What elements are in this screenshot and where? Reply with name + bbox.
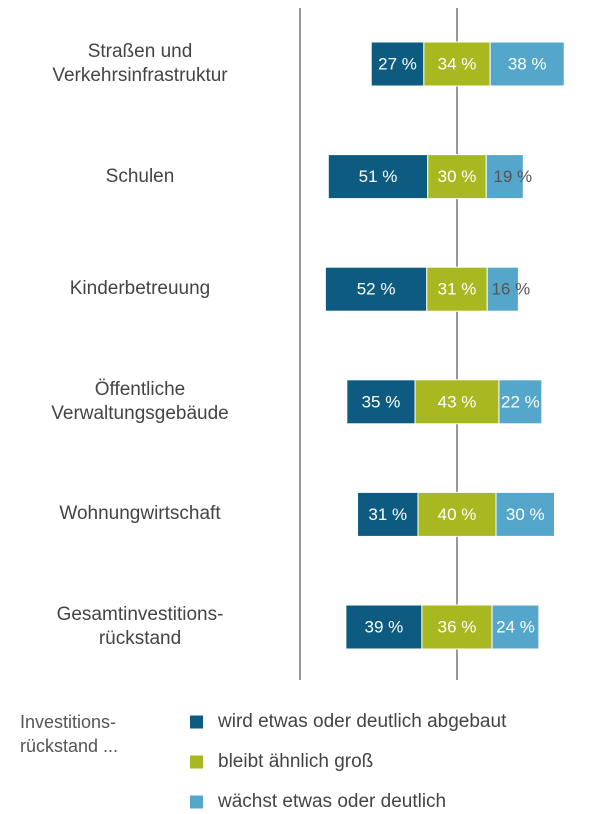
legend-swatch (190, 795, 203, 809)
bar-segment (489, 41, 565, 87)
category-label: Öffentliche Verwaltungsgebäude (51, 378, 229, 424)
value-label: 39 % (365, 617, 404, 636)
legend-label: wächst etwas oder deutlich (218, 791, 447, 812)
bar-segment (421, 604, 493, 650)
value-label: 34 % (438, 54, 477, 73)
bar-segment (324, 266, 428, 312)
value-label: 43 % (438, 392, 477, 411)
value-label: 40 % (438, 505, 477, 524)
legend-label: wird etwas oder deutlich abgebaut (218, 711, 507, 732)
value-label: 31 % (368, 505, 407, 524)
bar-segment (357, 491, 419, 537)
bar-segment (370, 41, 425, 87)
legend-swatch (190, 755, 203, 769)
value-label: 51 % (359, 167, 398, 186)
bar-segment (327, 154, 429, 200)
value-label: 31 % (438, 280, 477, 299)
category-label: Kinderbetreuung (69, 278, 211, 300)
value-label: 24 % (496, 617, 535, 636)
category-label: Gesamtinvestitions- rückstand (56, 604, 224, 649)
value-label: 22 % (501, 392, 540, 411)
value-label: 38 % (508, 54, 547, 73)
bar-segment (486, 266, 519, 312)
value-label: 52 % (357, 280, 396, 299)
bar-segment (485, 154, 524, 200)
bar-segment (346, 379, 416, 425)
value-label: 16 % (491, 280, 530, 299)
value-label: 19 % (493, 167, 532, 186)
bar-segment (498, 379, 543, 425)
category-label: Straßen und Verkehrsinfrastruktur (52, 41, 228, 86)
category-label: Schulen (105, 165, 175, 187)
category-label: Wohnungwirtschaft (59, 503, 221, 525)
value-label: 36 % (438, 617, 477, 636)
legend-title: Investitions- rückstand ... (20, 712, 119, 756)
value-label: 30 % (438, 167, 477, 186)
bar-segment (491, 604, 540, 650)
bar-segment (495, 491, 555, 537)
bar-segment (414, 379, 500, 425)
value-label: 27 % (378, 54, 417, 73)
value-label: 35 % (362, 392, 401, 411)
legend-label: bleibt ähnlich groß (218, 751, 374, 772)
value-label: 30 % (506, 505, 545, 524)
bar-segment (427, 154, 487, 200)
bar-segment (423, 41, 491, 87)
legend-swatch (190, 715, 203, 729)
